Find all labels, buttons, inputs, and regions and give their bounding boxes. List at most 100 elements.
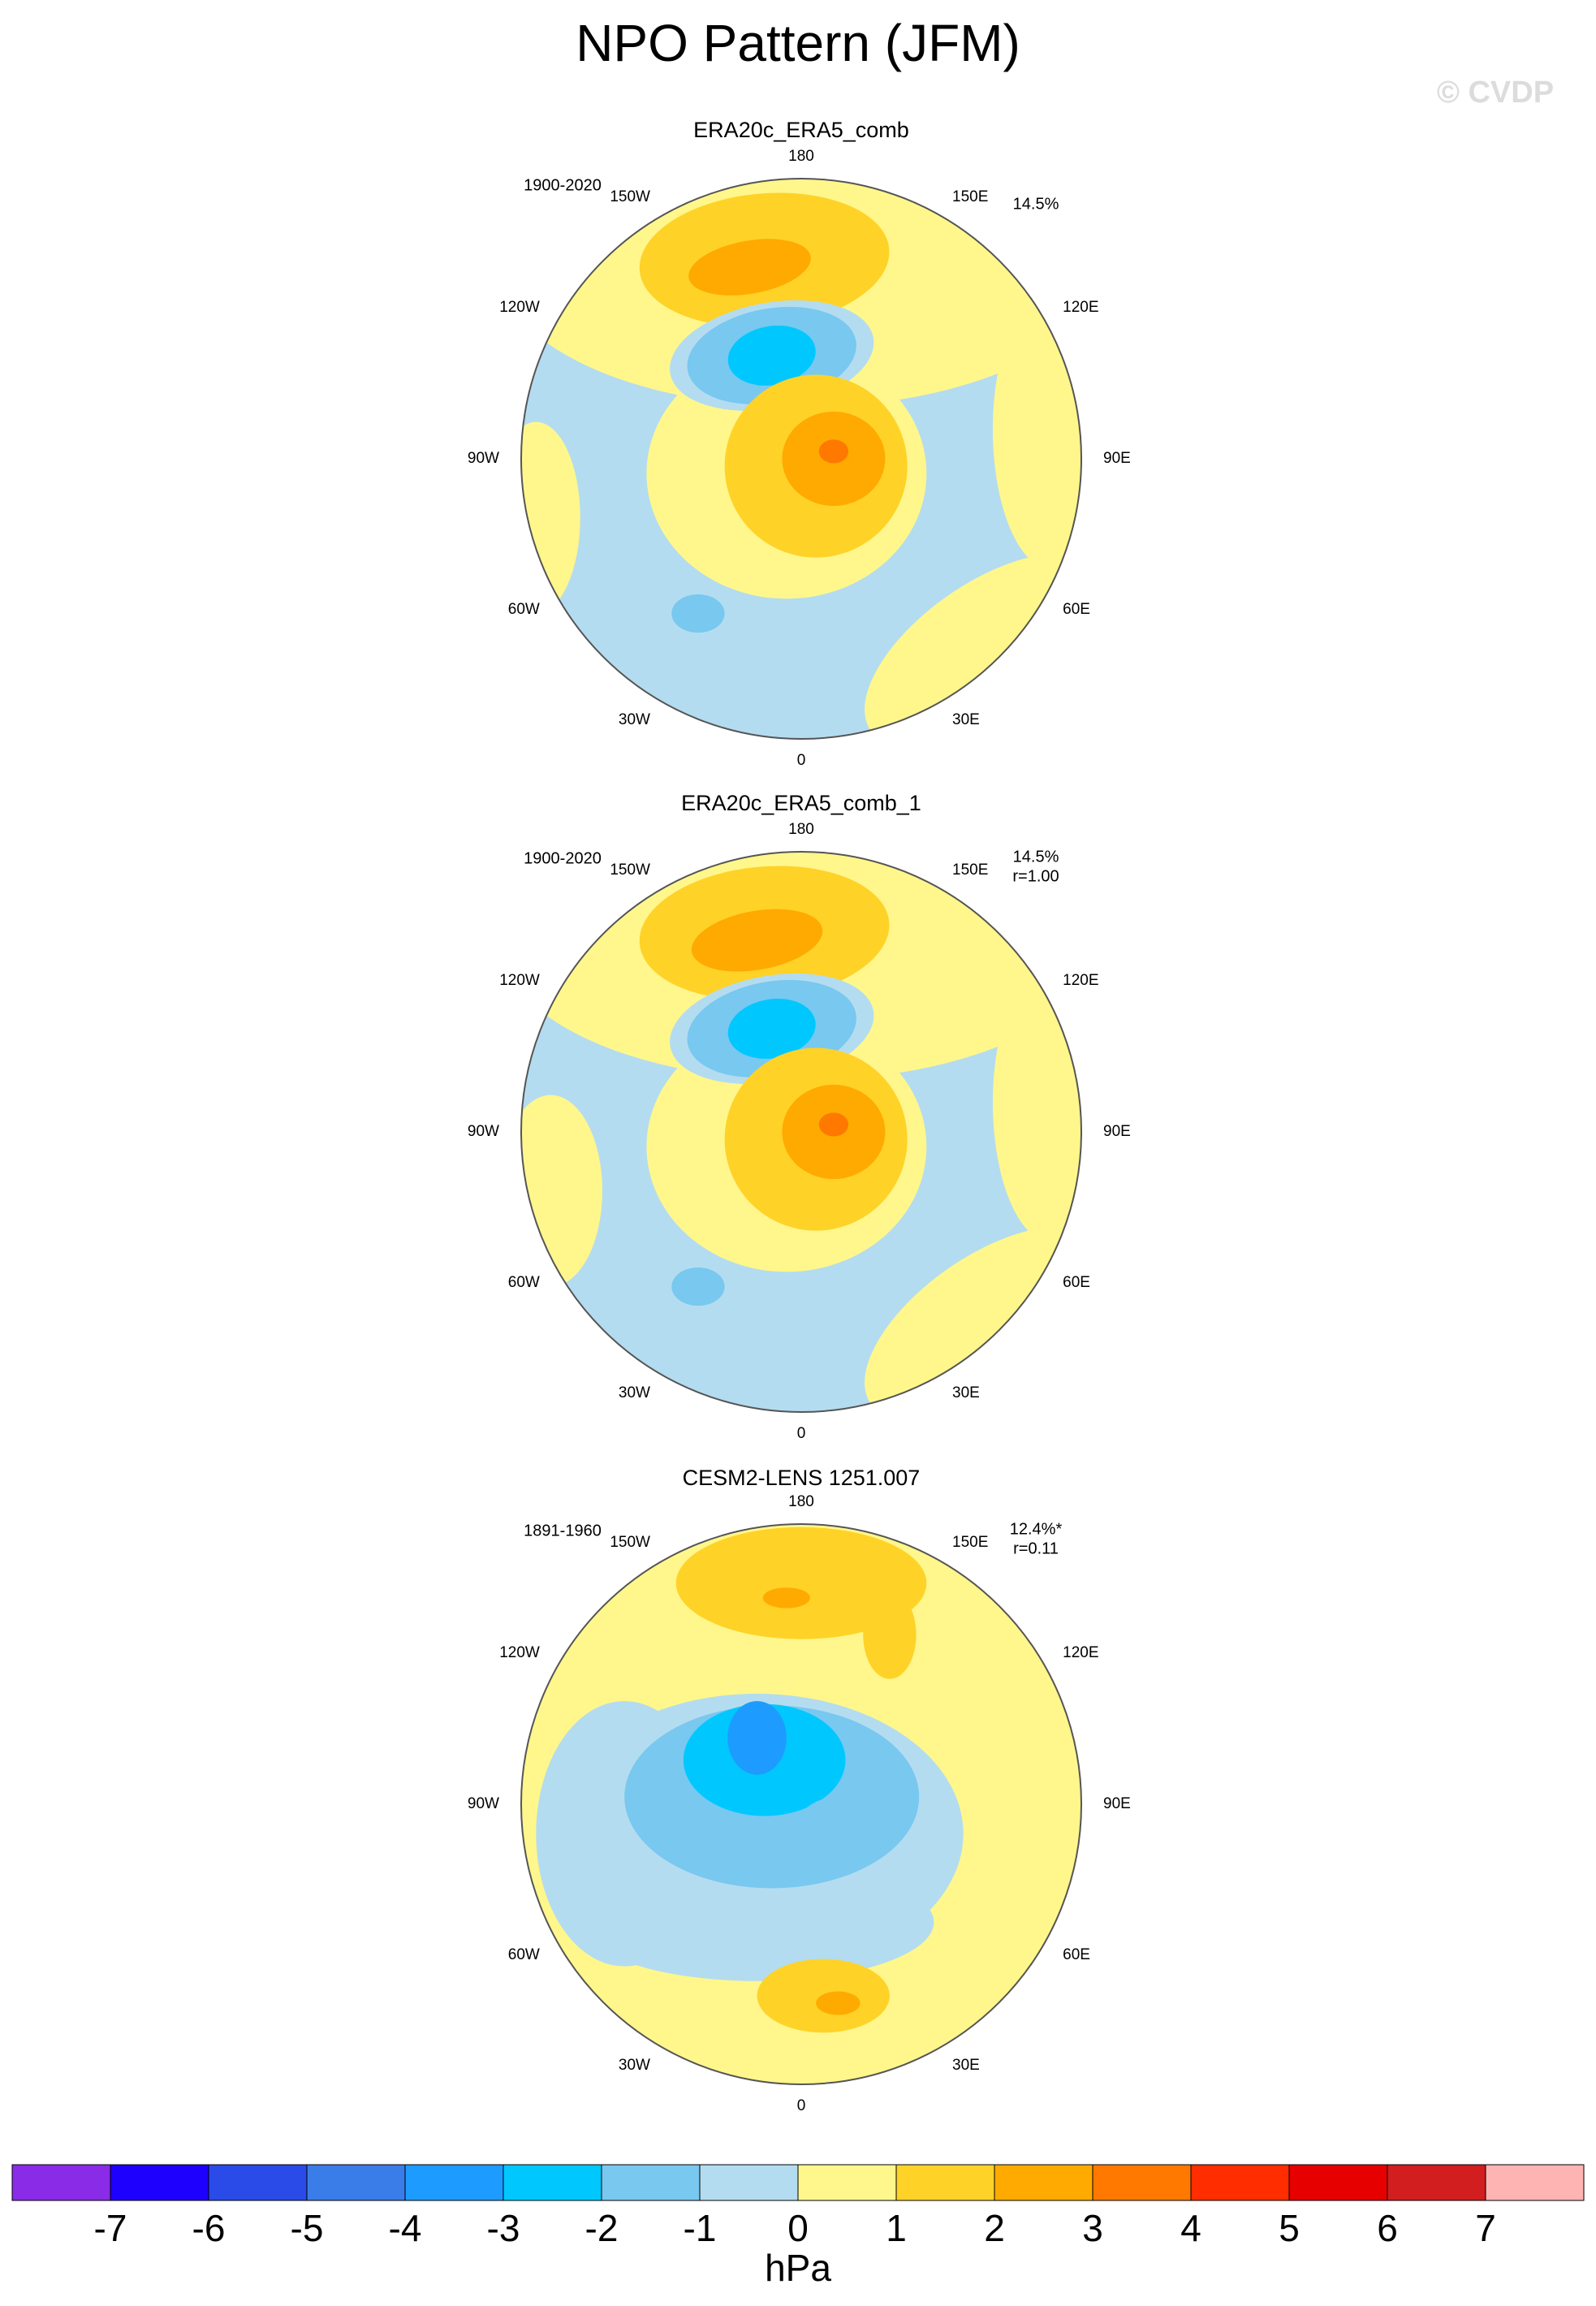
contour-fill bbox=[992, 289, 1081, 570]
contour-fill bbox=[688, 239, 811, 296]
colorbar-box bbox=[1387, 2165, 1486, 2200]
colorbar-box bbox=[1093, 2165, 1192, 2200]
map-panel: CESM2-LENS 1251.007 1891-1960 12.4%*r=0.11… bbox=[468, 1466, 1131, 2114]
variance-label: 14.5% bbox=[1013, 848, 1059, 866]
longitude-label: 60W bbox=[508, 1946, 540, 1963]
contour-fill bbox=[671, 1267, 725, 1306]
map-field bbox=[521, 179, 1081, 739]
colorbar-tick-label: 4 bbox=[1180, 2207, 1201, 2249]
contour-fill bbox=[671, 594, 725, 633]
map-field bbox=[521, 852, 1081, 1412]
longitude-label: 150W bbox=[610, 1534, 650, 1551]
colorbar-tick-label: 5 bbox=[1279, 2207, 1300, 2249]
contour-fill bbox=[762, 1587, 810, 1609]
longitude-label: 60E bbox=[1063, 1274, 1090, 1291]
colorbar-box bbox=[798, 2165, 897, 2200]
colorbar-tick-label: -6 bbox=[192, 2207, 226, 2249]
colorbar-tick-label: -1 bbox=[684, 2207, 717, 2249]
longitude-label: 90E bbox=[1103, 1123, 1131, 1140]
longitude-label: 150E bbox=[952, 1534, 988, 1551]
longitude-label: 120W bbox=[499, 972, 540, 989]
longitude-label: 180 bbox=[788, 1493, 814, 1510]
map-panel: ERA20c_ERA5_comb_1 1900-2020 14.5%r=1.00 18… bbox=[468, 791, 1131, 1442]
colorbar-tick-label: -3 bbox=[487, 2207, 520, 2249]
colorbar-box bbox=[896, 2165, 995, 2200]
contour-fill bbox=[818, 1112, 849, 1137]
colorbar-box bbox=[700, 2165, 799, 2200]
colorbar-tick-label: -2 bbox=[585, 2207, 619, 2249]
longitude-label: 30W bbox=[619, 1384, 650, 1401]
contour-fill bbox=[691, 909, 823, 972]
colorbar-tick-label: -4 bbox=[389, 2207, 422, 2249]
colorbar-unit: hPa bbox=[765, 2247, 831, 2289]
longitude-label: 60E bbox=[1063, 1946, 1090, 1963]
map-outline bbox=[520, 851, 1082, 1413]
longitude-label: 30E bbox=[952, 711, 980, 728]
correlation-label: r=1.00 bbox=[1012, 867, 1059, 885]
colorbar-box bbox=[307, 2165, 406, 2200]
colorbar-tick-label: 2 bbox=[984, 2207, 1005, 2249]
contour-fill bbox=[580, 1863, 934, 1981]
longitude-label: 120E bbox=[1063, 299, 1098, 316]
colorbar-box bbox=[1486, 2165, 1585, 2200]
contour-fill bbox=[727, 325, 816, 386]
longitude-label: 30E bbox=[952, 1384, 980, 1401]
figure-title: NPO Pattern (JFM) bbox=[576, 14, 1020, 72]
contour-fill bbox=[727, 1700, 787, 1775]
longitude-label: 150E bbox=[952, 862, 988, 879]
colorbar-tick-label: 3 bbox=[1082, 2207, 1103, 2249]
colorbar-box bbox=[602, 2165, 701, 2200]
longitude-label: 150W bbox=[610, 188, 650, 205]
longitude-label: 30W bbox=[619, 711, 650, 728]
colorbar-tick-label: 6 bbox=[1377, 2207, 1398, 2249]
period-label: 1900-2020 bbox=[524, 176, 602, 194]
longitude-label: 90W bbox=[468, 1795, 499, 1812]
contour-fill bbox=[992, 962, 1081, 1243]
longitude-label: 90E bbox=[1103, 450, 1131, 467]
contour-fill bbox=[818, 439, 849, 464]
contour-fill bbox=[675, 1527, 927, 1639]
longitude-label: 180 bbox=[788, 821, 814, 838]
longitude-label: 120E bbox=[1063, 1644, 1098, 1661]
longitude-label: 30W bbox=[619, 2057, 650, 2074]
colorbar-tick-label: -7 bbox=[94, 2207, 127, 2249]
contour-fill bbox=[521, 421, 580, 614]
contour-fill bbox=[793, 1796, 882, 1871]
map-field bbox=[521, 1524, 1081, 2084]
colorbar-box bbox=[209, 2165, 308, 2200]
colorbar-box bbox=[405, 2165, 504, 2200]
colorbar-box bbox=[110, 2165, 209, 2200]
longitude-label: 90W bbox=[468, 450, 499, 467]
panel-title: ERA20c_ERA5_comb bbox=[693, 118, 909, 142]
longitude-label: 180 bbox=[788, 148, 814, 165]
period-label: 1891-1960 bbox=[524, 1522, 602, 1539]
map-outline bbox=[520, 178, 1082, 740]
panel-title: ERA20c_ERA5_comb_1 bbox=[681, 791, 921, 815]
longitude-label: 0 bbox=[797, 752, 806, 769]
longitude-label: 120W bbox=[499, 1644, 540, 1661]
colorbar-tick-label: 0 bbox=[787, 2207, 809, 2249]
contour-fill bbox=[727, 998, 816, 1059]
longitude-label: 150E bbox=[952, 188, 988, 205]
contour-fill bbox=[863, 1590, 917, 1679]
variance-label: 12.4%* bbox=[1010, 1520, 1063, 1538]
longitude-label: 90W bbox=[468, 1123, 499, 1140]
longitude-label: 60E bbox=[1063, 601, 1090, 618]
colorbar-tick-label: 1 bbox=[886, 2207, 907, 2249]
longitude-label: 90E bbox=[1103, 1795, 1131, 1812]
variance-label: 14.5% bbox=[1013, 195, 1059, 213]
colorbar-box bbox=[1191, 2165, 1290, 2200]
longitude-label: 60W bbox=[508, 1274, 540, 1291]
colorbar-tick-label: 7 bbox=[1475, 2207, 1496, 2249]
longitude-label: 60W bbox=[508, 601, 540, 618]
longitude-label: 0 bbox=[797, 1425, 806, 1442]
longitude-label: 120E bbox=[1063, 972, 1098, 989]
longitude-label: 120W bbox=[499, 299, 540, 316]
map-outline bbox=[520, 1523, 1082, 2085]
watermark: © CVDP bbox=[1437, 76, 1554, 110]
colorbar-box bbox=[12, 2165, 111, 2200]
colorbar-box bbox=[503, 2165, 602, 2200]
colorbar-box bbox=[1289, 2165, 1388, 2200]
map-panel: ERA20c_ERA5_comb 1900-2020 14.5% 180 150E 120… bbox=[468, 118, 1131, 769]
